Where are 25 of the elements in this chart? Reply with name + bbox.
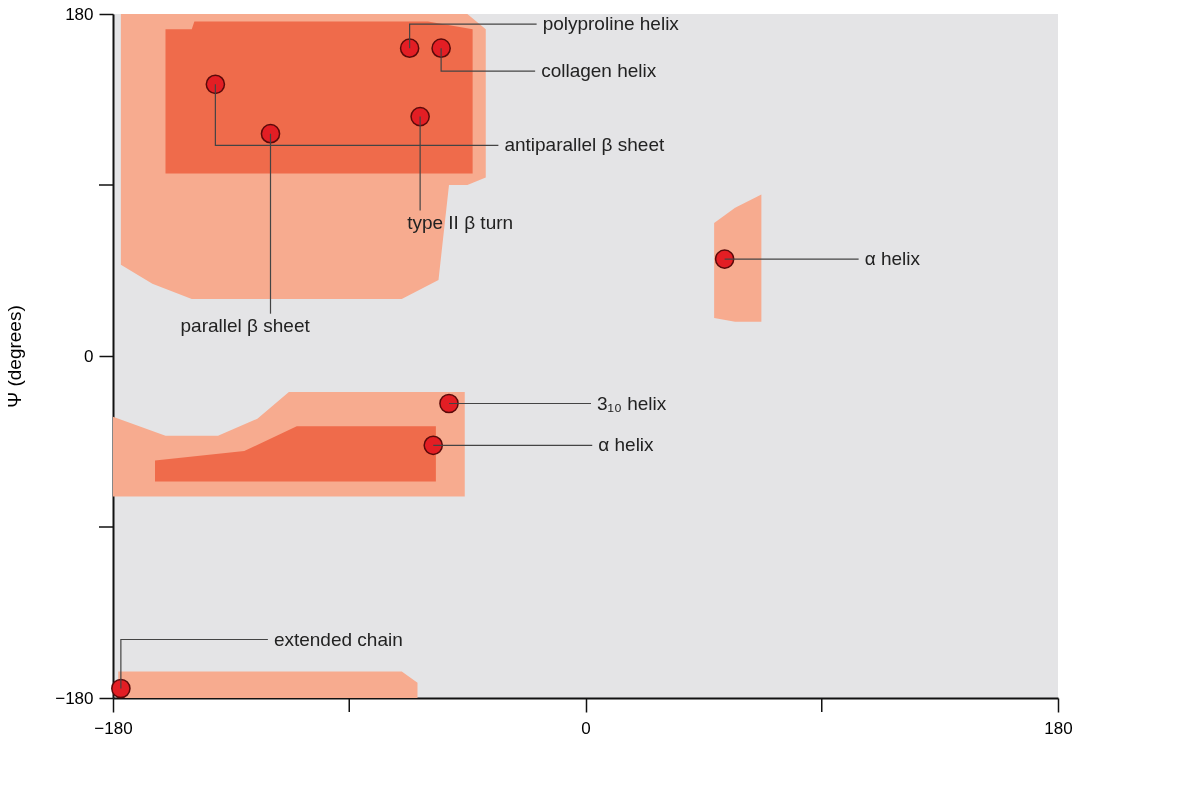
annotation: α helix [598, 434, 655, 456]
point [714, 249, 735, 269]
point [431, 38, 451, 59]
point [111, 678, 131, 699]
annotation: parallel β sheet [180, 314, 311, 336]
point [205, 74, 226, 95]
point [423, 435, 444, 456]
x-tick-label: 180 [1044, 718, 1073, 738]
y-tick-label: −180 [55, 688, 94, 708]
annotation: α helix [864, 248, 921, 270]
annotation: antiparallel β sheet [504, 134, 665, 156]
y-tick-label: 180 [65, 4, 94, 24]
point [399, 38, 420, 59]
annotation: collagen helix [541, 60, 657, 82]
annotation: extended chain [273, 628, 403, 650]
annotation: 3₁₀ helix [597, 392, 667, 414]
x-tick-label: 0 [581, 718, 591, 738]
point [439, 393, 459, 414]
annotation: type II β turn [407, 211, 514, 233]
annotation: polyproline helix [542, 13, 680, 35]
x-tick-label: −180 [94, 718, 133, 738]
y-tick-label: 0 [84, 346, 94, 366]
point [260, 123, 281, 144]
point [410, 106, 430, 127]
y-axis-title: Ψ (degrees) [4, 305, 26, 408]
